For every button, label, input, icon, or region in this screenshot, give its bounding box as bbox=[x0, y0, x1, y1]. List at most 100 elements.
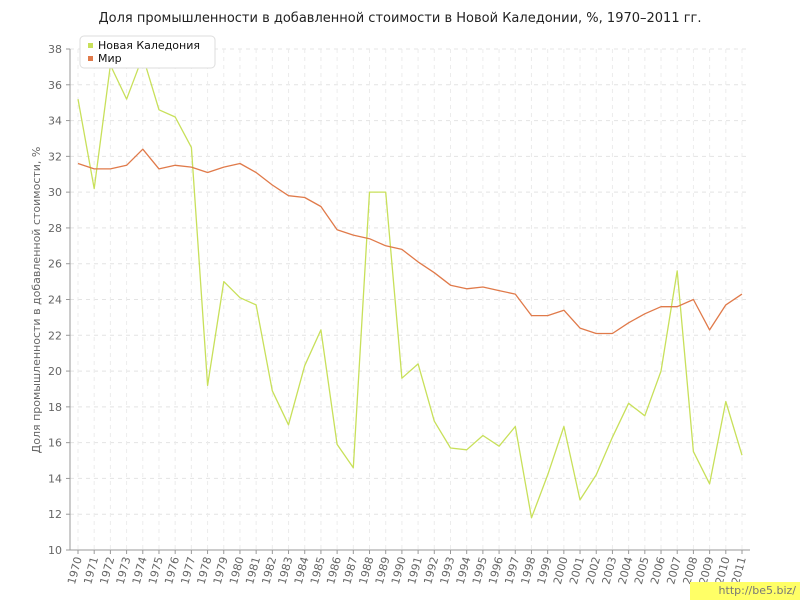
data-point bbox=[125, 98, 128, 101]
data-point bbox=[741, 454, 744, 457]
data-point bbox=[368, 191, 371, 194]
data-point bbox=[93, 167, 96, 170]
data-point bbox=[238, 296, 241, 299]
data-point bbox=[481, 434, 484, 437]
legend-box bbox=[79, 35, 216, 69]
y-tick-label: 10 bbox=[48, 544, 62, 557]
y-tick-label: 36 bbox=[48, 79, 62, 92]
data-point bbox=[660, 370, 663, 373]
data-point bbox=[400, 248, 403, 251]
data-point bbox=[708, 482, 711, 485]
y-tick-label: 24 bbox=[48, 294, 62, 307]
chart-title: Доля промышленности в добавленной стоимо… bbox=[98, 11, 701, 26]
y-tick-label: 14 bbox=[48, 472, 62, 485]
data-point bbox=[708, 328, 711, 331]
data-point bbox=[271, 183, 274, 186]
data-point bbox=[643, 312, 646, 315]
y-tick-label: 22 bbox=[48, 329, 62, 342]
data-point bbox=[255, 303, 258, 306]
data-point bbox=[157, 108, 160, 111]
data-point bbox=[449, 447, 452, 450]
data-point bbox=[368, 237, 371, 240]
data-point bbox=[336, 443, 339, 446]
y-tick-label: 38 bbox=[48, 43, 62, 56]
data-point bbox=[303, 364, 306, 367]
data-point bbox=[579, 327, 582, 330]
data-point bbox=[579, 498, 582, 501]
legend-marker-1 bbox=[88, 56, 93, 61]
y-axis-label: Доля промышленности в добавленной стоимо… bbox=[30, 147, 43, 454]
series-line-0 bbox=[77, 55, 743, 519]
data-point bbox=[125, 164, 128, 167]
data-point bbox=[676, 269, 679, 272]
data-point bbox=[174, 164, 177, 167]
data-point bbox=[433, 420, 436, 423]
data-point bbox=[109, 167, 112, 170]
data-point bbox=[514, 425, 517, 428]
data-point bbox=[433, 271, 436, 274]
data-point bbox=[93, 187, 96, 190]
data-point bbox=[319, 328, 322, 331]
data-point bbox=[303, 196, 306, 199]
data-point bbox=[336, 228, 339, 231]
y-tick-label: 30 bbox=[48, 186, 62, 199]
data-point bbox=[465, 448, 468, 451]
data-point bbox=[676, 305, 679, 308]
data-point bbox=[724, 400, 727, 403]
data-point bbox=[627, 402, 630, 405]
data-point bbox=[77, 98, 80, 101]
data-point bbox=[77, 162, 80, 165]
data-point bbox=[643, 414, 646, 417]
data-point bbox=[595, 332, 598, 335]
data-point bbox=[660, 305, 663, 308]
data-point bbox=[724, 303, 727, 306]
legend-marker-0 bbox=[88, 43, 93, 48]
data-point bbox=[546, 314, 549, 317]
data-point bbox=[255, 171, 258, 174]
data-point bbox=[190, 146, 193, 149]
data-point bbox=[174, 115, 177, 118]
series-line-1 bbox=[77, 148, 743, 335]
data-point bbox=[271, 389, 274, 392]
y-tick-label: 28 bbox=[48, 222, 62, 235]
y-tick-label: 16 bbox=[48, 437, 62, 450]
data-point bbox=[222, 166, 225, 169]
y-tick-label: 34 bbox=[48, 115, 62, 128]
data-point bbox=[692, 450, 695, 453]
data-point bbox=[595, 473, 598, 476]
data-point bbox=[741, 293, 744, 296]
data-point bbox=[206, 171, 209, 174]
data-point bbox=[692, 298, 695, 301]
data-point bbox=[206, 384, 209, 387]
data-point bbox=[400, 377, 403, 380]
data-point bbox=[417, 260, 420, 263]
y-tick-label: 20 bbox=[48, 365, 62, 378]
data-point bbox=[417, 362, 420, 365]
y-tick-label: 32 bbox=[48, 150, 62, 163]
data-point bbox=[627, 321, 630, 324]
y-tick-label: 26 bbox=[48, 258, 62, 271]
data-point bbox=[222, 280, 225, 283]
data-point bbox=[514, 293, 517, 296]
data-point bbox=[530, 516, 533, 519]
data-point bbox=[352, 234, 355, 237]
watermark[interactable]: http://be5.biz/ bbox=[690, 582, 800, 600]
data-point bbox=[384, 191, 387, 194]
data-point bbox=[352, 466, 355, 469]
data-point bbox=[611, 436, 614, 439]
data-point bbox=[546, 473, 549, 476]
data-point bbox=[449, 284, 452, 287]
y-tick-label: 18 bbox=[48, 401, 62, 414]
data-point bbox=[238, 162, 241, 165]
data-point bbox=[498, 289, 501, 292]
y-tick-label: 12 bbox=[48, 508, 62, 521]
data-point bbox=[319, 205, 322, 208]
data-point bbox=[498, 445, 501, 448]
data-point bbox=[384, 244, 387, 247]
data-point bbox=[287, 423, 290, 426]
data-point bbox=[530, 314, 533, 317]
data-point bbox=[141, 148, 144, 151]
data-point bbox=[562, 309, 565, 312]
data-point bbox=[190, 166, 193, 169]
